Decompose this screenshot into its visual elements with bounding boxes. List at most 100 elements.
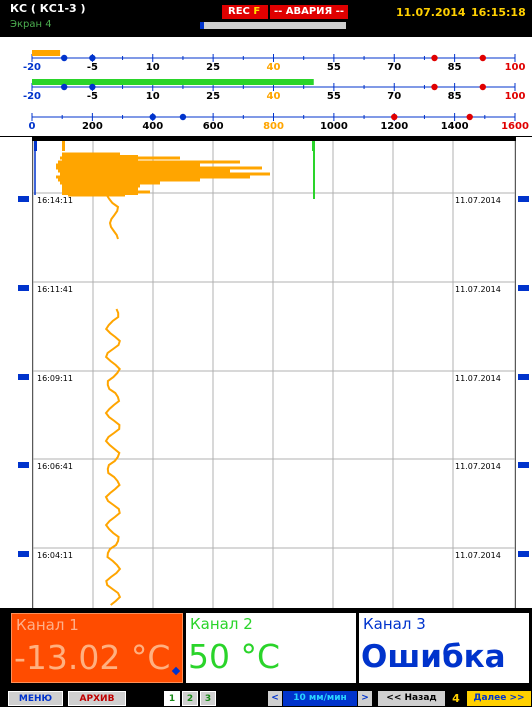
scale-ch1-tick-label: 10	[146, 62, 160, 73]
channel-1-trace-upper	[105, 194, 120, 240]
back-button[interactable]: << Назад	[378, 691, 445, 706]
blue-marker-icon	[89, 54, 96, 62]
channel-values: Канал 1 -13.02 °C Канал 2 50 °C Канал 3 …	[0, 610, 532, 686]
red-marker-icon	[466, 113, 473, 121]
scale-ch3-tick-label: 400	[142, 121, 163, 132]
chart-right-strip	[516, 137, 532, 608]
scale-ch2-tick-label: 70	[387, 91, 401, 102]
record-progress-bar	[200, 22, 346, 29]
red-marker-icon	[391, 113, 398, 121]
right-side-marker-icon	[518, 551, 529, 557]
chart-date-label: 11.07.2014	[455, 462, 501, 471]
scale-ch2-tick-label: 55	[327, 91, 341, 102]
scale-ch3-tick-label: 1200	[380, 121, 408, 132]
scale-ch2-tick-label: 85	[448, 91, 462, 102]
scale-ch3-tick-label: 800	[263, 121, 284, 132]
header-date: 11.07.2014	[396, 6, 466, 19]
blue-marker-icon	[179, 113, 187, 121]
channel-2-name: Канал 2	[190, 615, 253, 633]
scale-ch2-tick-label: 40	[267, 91, 281, 102]
chart-time-label: 16:04:11	[37, 551, 73, 560]
scale-ch1-tick-label: 55	[327, 62, 341, 73]
record-progress-fill	[200, 22, 205, 29]
bottom-toolbar: МЕНЮ АРХИВ 1 2 3 < 10 мм/мин > << Назад …	[0, 688, 532, 707]
scale-ch2-tick-label: -5	[87, 91, 98, 102]
header-time: 16:15:18	[471, 6, 526, 19]
scale-ch1-tick-label: 25	[206, 62, 220, 73]
blue-marker-icon	[60, 54, 68, 62]
channel-3-name: Канал 3	[363, 615, 426, 633]
left-side-marker-icon	[18, 196, 29, 202]
status-header: КС ( КС1-3 ) Экран 4 REC F -- АВАРИЯ -- …	[0, 0, 532, 36]
channel-3-panel[interactable]: Канал 3 Ошибка	[359, 613, 529, 683]
device-name: КС ( КС1-3 )	[10, 2, 86, 15]
chart-speed-label: 10 мм/мин	[283, 691, 357, 706]
screen-2-button[interactable]: 2	[182, 691, 198, 706]
scale-ch3-tick-label: 1600	[501, 121, 529, 132]
chart-time-label: 16:09:11	[37, 374, 73, 383]
channel-3-value: Ошибка	[361, 639, 506, 675]
chart-plot-area	[33, 141, 515, 608]
chart-time-label: 16:11:41	[37, 285, 73, 294]
left-side-marker-icon	[18, 374, 29, 380]
scale-ch2-tick-label: 10	[146, 91, 160, 102]
scale-ch1-tick-label: 100	[505, 62, 526, 73]
scale-ch2-value-bar	[32, 79, 314, 85]
menu-button[interactable]: МЕНЮ	[8, 691, 63, 706]
blue-marker-icon	[89, 83, 96, 91]
screen-1-button[interactable]: 1	[164, 691, 180, 706]
page-number: 4	[447, 691, 465, 706]
channel-1-burst-fill	[62, 155, 138, 195]
channel-2-value: 50 °C	[188, 637, 281, 676]
chart-time-label: 16:14:11	[37, 196, 73, 205]
scale-ch2-tick-label: 100	[505, 91, 526, 102]
red-marker-icon	[479, 83, 486, 91]
scale-ch3-tick-label: 600	[203, 121, 224, 132]
channel-1-panel[interactable]: Канал 1 -13.02 °C	[11, 613, 183, 683]
chart-date-label: 11.07.2014	[455, 551, 501, 560]
chart-left-strip	[0, 137, 32, 608]
screen-3-button[interactable]: 3	[200, 691, 216, 706]
scale-ch3-tick-label: 1400	[441, 121, 469, 132]
chart-date-label: 11.07.2014	[455, 285, 501, 294]
scale-ch1-tick-label: -20	[23, 62, 41, 73]
left-side-marker-icon	[18, 551, 29, 557]
blue-marker-icon	[149, 113, 156, 121]
scale-ch1-tick-label: 70	[387, 62, 401, 73]
chart-date-label: 11.07.2014	[455, 374, 501, 383]
scale-ch2-tick-label: -20	[23, 91, 41, 102]
chart-time-label: 16:06:41	[37, 462, 73, 471]
left-side-marker-icon	[18, 462, 29, 468]
screen-label: Экран 4	[10, 19, 52, 30]
alarm-badge: -- АВАРИЯ --	[270, 5, 348, 19]
channel-2-pointer	[312, 141, 315, 151]
scale-ch2-tick-label: 25	[206, 91, 220, 102]
right-side-marker-icon	[518, 285, 529, 291]
channel-1-value: -13.02 °C	[14, 638, 171, 677]
blue-marker-icon	[60, 83, 68, 91]
scale-ch3-tick-label: 200	[82, 121, 103, 132]
scale-ch1-tick-label: -5	[87, 62, 98, 73]
rec-badge: REC F	[222, 5, 268, 19]
scale-ch3-tick-label: 0	[29, 121, 36, 132]
right-side-marker-icon	[518, 462, 529, 468]
forward-button[interactable]: Далее >>	[467, 691, 531, 706]
speed-decrease-button[interactable]: <	[268, 691, 282, 706]
channel-2-panel[interactable]: Канал 2 50 °C	[186, 613, 356, 683]
rec-flag: F	[253, 6, 261, 17]
channel-1-pointer	[62, 141, 65, 151]
red-marker-icon	[431, 83, 438, 91]
trend-chart-svg: 16:14:11 11.07.2014 16:11:41 11.07.2014 16:0…	[0, 137, 532, 608]
left-side-marker-icon	[18, 285, 29, 291]
archive-button[interactable]: АРХИВ	[68, 691, 126, 706]
scale-ch1-tick-label: 85	[448, 62, 462, 73]
scale-ch1-tick-label: 40	[267, 62, 281, 73]
speed-increase-button[interactable]: >	[358, 691, 372, 706]
trend-chart: 16:14:11 11.07.2014 16:11:41 11.07.2014 16:0…	[0, 137, 532, 608]
rec-label: REC	[228, 6, 250, 17]
scales-svg: -20 -5 10 25 40 55 70 85 100 -20 -5 10 25 40 55 70 85 100…	[23, 50, 529, 132]
channel-1-trace	[104, 308, 122, 606]
diamond-icon	[171, 666, 181, 676]
scale-ch3-tick-label: 1000	[320, 121, 348, 132]
red-marker-icon	[479, 54, 486, 62]
